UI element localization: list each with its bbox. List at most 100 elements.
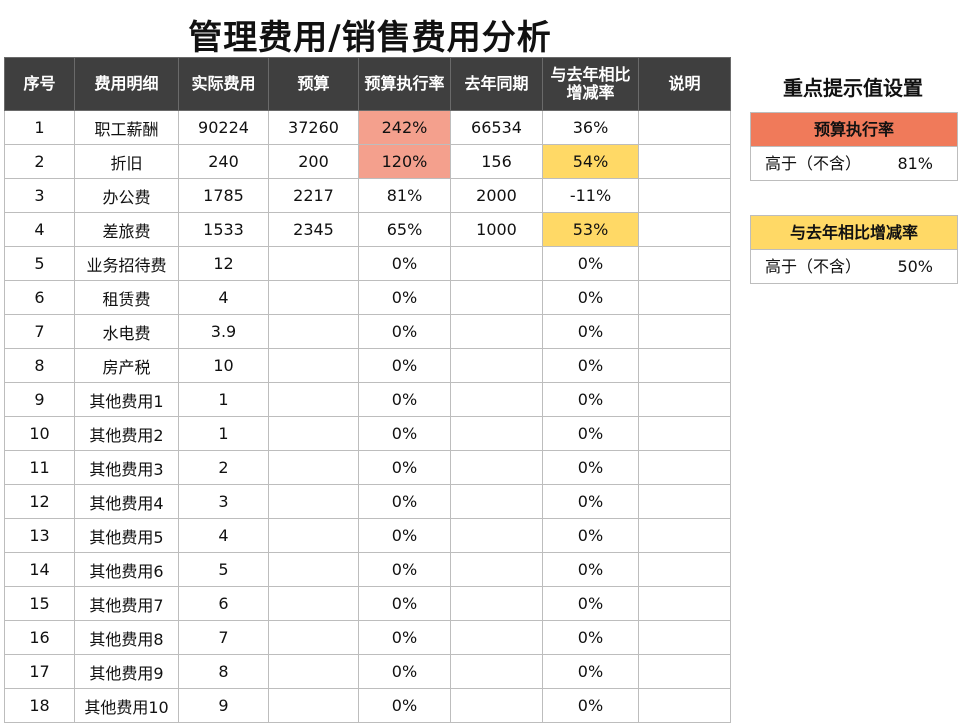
- cell-actual[interactable]: 2: [178, 450, 269, 485]
- header-budget[interactable]: 预算: [268, 57, 359, 111]
- cell-item[interactable]: 办公费: [74, 178, 179, 213]
- cell-budget[interactable]: [268, 552, 359, 587]
- cell-last-year[interactable]: [450, 620, 543, 655]
- cell-last-year[interactable]: [450, 280, 543, 315]
- cell-yoy-rate[interactable]: 0%: [542, 416, 639, 451]
- cell-yoy-rate[interactable]: 0%: [542, 314, 639, 349]
- cell-last-year[interactable]: [450, 518, 543, 553]
- cell-budget-rate[interactable]: 0%: [358, 314, 451, 349]
- cell-budget-rate[interactable]: 120%: [358, 144, 451, 179]
- cell-budget-rate[interactable]: 0%: [358, 348, 451, 383]
- cell-index[interactable]: 7: [4, 314, 75, 349]
- cell-note[interactable]: [638, 450, 731, 485]
- cell-budget[interactable]: [268, 586, 359, 621]
- cell-last-year[interactable]: 2000: [450, 178, 543, 213]
- cell-budget-rate[interactable]: 0%: [358, 280, 451, 315]
- cell-yoy-rate[interactable]: 0%: [542, 348, 639, 383]
- cell-index[interactable]: 14: [4, 552, 75, 587]
- cell-item[interactable]: 其他费用10: [74, 688, 179, 723]
- cell-index[interactable]: 12: [4, 484, 75, 519]
- cell-item[interactable]: 差旅费: [74, 212, 179, 247]
- budget-rate-threshold-row[interactable]: 高于（不含） 81%: [751, 147, 957, 180]
- cell-yoy-rate[interactable]: 0%: [542, 246, 639, 281]
- cell-yoy-rate[interactable]: 0%: [542, 654, 639, 689]
- cell-item[interactable]: 其他费用4: [74, 484, 179, 519]
- cell-yoy-rate[interactable]: 0%: [542, 382, 639, 417]
- cell-budget-rate[interactable]: 0%: [358, 450, 451, 485]
- cell-budget-rate[interactable]: 0%: [358, 518, 451, 553]
- cell-item[interactable]: 职工薪酬: [74, 110, 179, 145]
- cell-budget[interactable]: [268, 654, 359, 689]
- cell-yoy-rate[interactable]: 0%: [542, 280, 639, 315]
- cell-actual[interactable]: 1: [178, 416, 269, 451]
- cell-actual[interactable]: 10: [178, 348, 269, 383]
- cell-last-year[interactable]: [450, 314, 543, 349]
- cell-last-year[interactable]: [450, 246, 543, 281]
- cell-note[interactable]: [638, 246, 731, 281]
- cell-actual[interactable]: 90224: [178, 110, 269, 145]
- cell-item[interactable]: 水电费: [74, 314, 179, 349]
- cell-actual[interactable]: 7: [178, 620, 269, 655]
- cell-yoy-rate[interactable]: 0%: [542, 688, 639, 723]
- header-budget-rate[interactable]: 预算执行率: [358, 57, 451, 111]
- budget-rate-threshold-value[interactable]: 81%: [897, 154, 933, 173]
- yoy-rate-threshold-row[interactable]: 高于（不含） 50%: [751, 250, 957, 283]
- cell-last-year[interactable]: 156: [450, 144, 543, 179]
- cell-item[interactable]: 其他费用5: [74, 518, 179, 553]
- cell-note[interactable]: [638, 110, 731, 145]
- cell-note[interactable]: [638, 484, 731, 519]
- cell-item[interactable]: 其他费用9: [74, 654, 179, 689]
- cell-budget-rate[interactable]: 0%: [358, 620, 451, 655]
- cell-actual[interactable]: 5: [178, 552, 269, 587]
- header-yoy-rate[interactable]: 与去年相比 增减率: [542, 57, 639, 111]
- yoy-rate-threshold-value[interactable]: 50%: [897, 257, 933, 276]
- cell-last-year[interactable]: [450, 552, 543, 587]
- cell-index[interactable]: 5: [4, 246, 75, 281]
- cell-note[interactable]: [638, 212, 731, 247]
- header-actual[interactable]: 实际费用: [178, 57, 269, 111]
- cell-index[interactable]: 8: [4, 348, 75, 383]
- cell-budget[interactable]: [268, 280, 359, 315]
- cell-actual[interactable]: 12: [178, 246, 269, 281]
- cell-item[interactable]: 其他费用7: [74, 586, 179, 621]
- cell-budget-rate[interactable]: 0%: [358, 688, 451, 723]
- cell-index[interactable]: 4: [4, 212, 75, 247]
- cell-budget[interactable]: 2345: [268, 212, 359, 247]
- cell-last-year[interactable]: [450, 688, 543, 723]
- cell-index[interactable]: 13: [4, 518, 75, 553]
- cell-note[interactable]: [638, 144, 731, 179]
- cell-index[interactable]: 17: [4, 654, 75, 689]
- cell-yoy-rate[interactable]: 0%: [542, 586, 639, 621]
- cell-last-year[interactable]: [450, 586, 543, 621]
- cell-item[interactable]: 其他费用3: [74, 450, 179, 485]
- cell-note[interactable]: [638, 314, 731, 349]
- cell-last-year[interactable]: [450, 348, 543, 383]
- cell-note[interactable]: [638, 348, 731, 383]
- cell-actual[interactable]: 3: [178, 484, 269, 519]
- cell-note[interactable]: [638, 382, 731, 417]
- cell-last-year[interactable]: 1000: [450, 212, 543, 247]
- cell-yoy-rate[interactable]: 0%: [542, 450, 639, 485]
- cell-budget[interactable]: [268, 518, 359, 553]
- cell-budget[interactable]: [268, 382, 359, 417]
- cell-budget-rate[interactable]: 0%: [358, 416, 451, 451]
- cell-budget-rate[interactable]: 0%: [358, 246, 451, 281]
- cell-yoy-rate[interactable]: -11%: [542, 178, 639, 213]
- cell-last-year[interactable]: [450, 382, 543, 417]
- header-item[interactable]: 费用明细: [74, 57, 179, 111]
- cell-budget[interactable]: [268, 314, 359, 349]
- cell-budget-rate[interactable]: 81%: [358, 178, 451, 213]
- cell-yoy-rate[interactable]: 53%: [542, 212, 639, 247]
- cell-actual[interactable]: 240: [178, 144, 269, 179]
- cell-index[interactable]: 2: [4, 144, 75, 179]
- cell-actual[interactable]: 4: [178, 280, 269, 315]
- cell-yoy-rate[interactable]: 0%: [542, 518, 639, 553]
- cell-actual[interactable]: 8: [178, 654, 269, 689]
- cell-yoy-rate[interactable]: 0%: [542, 620, 639, 655]
- cell-note[interactable]: [638, 518, 731, 553]
- cell-index[interactable]: 15: [4, 586, 75, 621]
- header-index[interactable]: 序号: [4, 57, 75, 111]
- cell-yoy-rate[interactable]: 36%: [542, 110, 639, 145]
- cell-budget[interactable]: [268, 416, 359, 451]
- cell-index[interactable]: 10: [4, 416, 75, 451]
